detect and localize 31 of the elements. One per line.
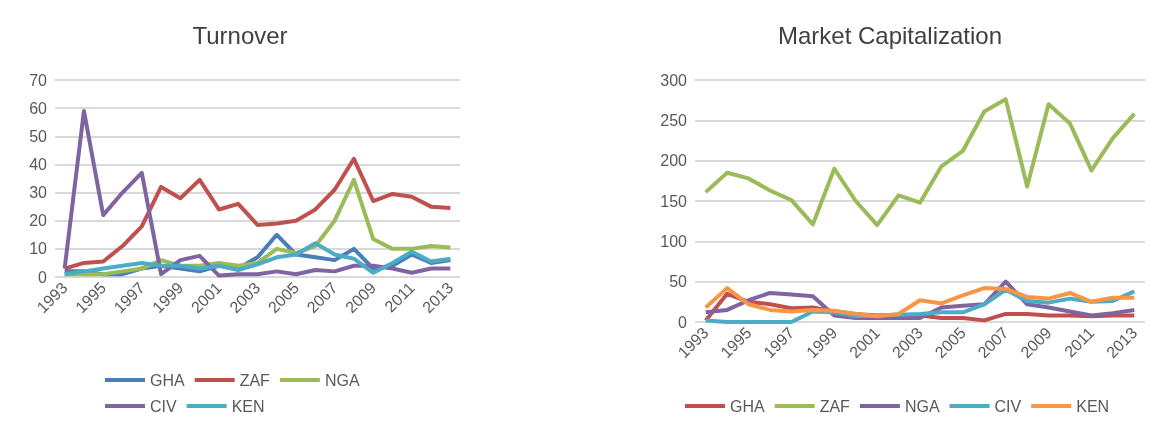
line-series [62,156,453,271]
legend-label: NGA [324,371,360,389]
y-tick-label: 0 [38,268,48,286]
line-series [62,241,453,277]
y-tick-label: 70 [29,71,48,89]
legend-label: CIV [994,397,1022,415]
legend-label: GHA [730,397,765,415]
y-tick-label: 30 [29,184,48,202]
y-tick-label: 50 [29,127,48,145]
legend-label: ZAF [819,397,851,415]
legend-label: CIV [150,397,177,415]
y-tick-label: 100 [660,232,688,250]
y-tick-label: 10 [29,240,48,258]
y-tick-label: 150 [660,192,688,210]
y-tick-label: 250 [660,111,688,129]
y-tick-label: 200 [660,152,688,170]
y-tick-label: 0 [678,313,688,331]
line-series [703,97,1137,228]
line-series [62,108,453,278]
legend-label: ZAF [239,371,271,389]
y-tick-label: 40 [29,155,48,173]
y-tick-label: 300 [660,71,688,89]
legend-label: KEN [231,397,265,415]
y-tick-label: 20 [29,212,48,230]
chart-title: Market Capitalization [777,21,1003,49]
chart-title: Turnover [192,21,288,49]
y-tick-label: 50 [669,273,688,291]
legend-label: KEN [1076,397,1110,415]
y-tick-label: 60 [29,99,48,117]
legend-label: NGA [904,397,940,415]
legend-label: GHA [150,371,185,389]
